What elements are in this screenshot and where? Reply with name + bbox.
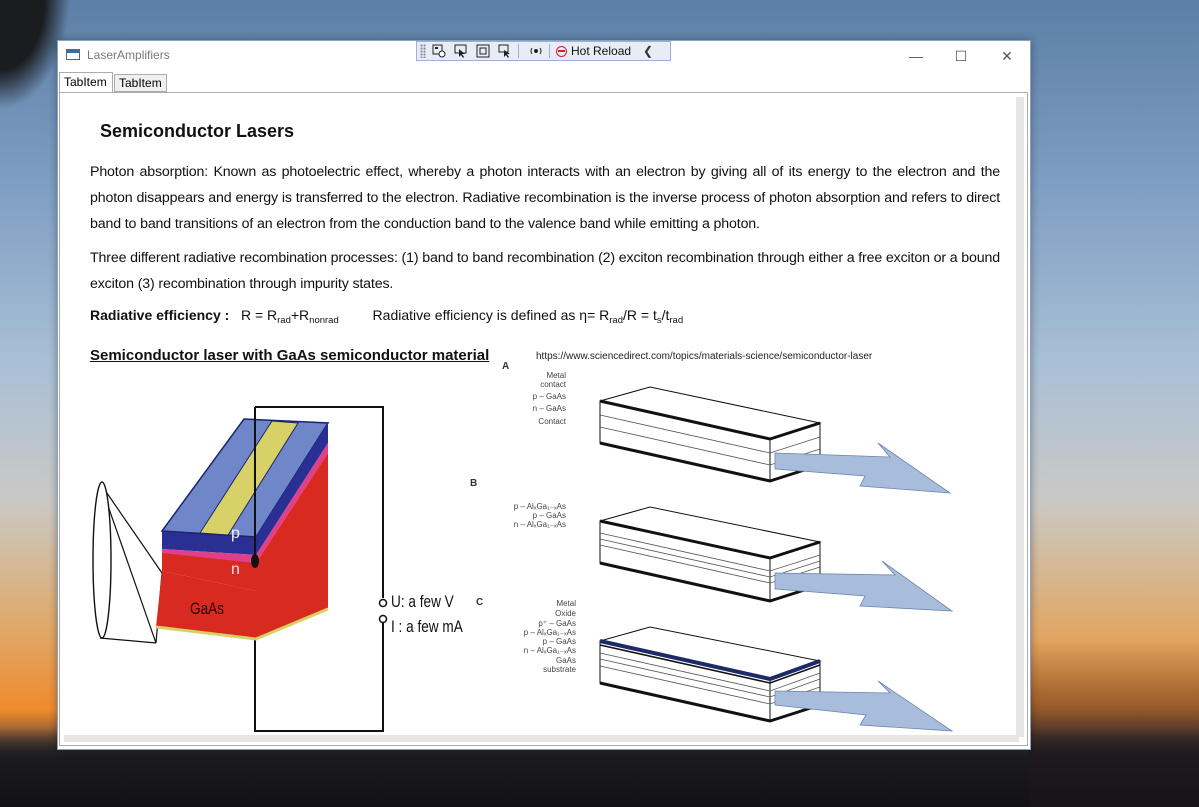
eq1-prefix: R = R — [240, 307, 278, 323]
a-layer-label-contact: contact — [540, 380, 566, 389]
p-layer-front — [162, 531, 256, 555]
circuit-wire — [254, 406, 384, 732]
a-layer-label-pgaas: p – GaAs — [532, 392, 566, 401]
desktop-building — [1029, 640, 1199, 807]
eq1-sub2: nonrad — [309, 315, 339, 326]
tab-item-2[interactable]: TabItem — [114, 74, 167, 92]
figure-b-block — [599, 506, 954, 612]
gaas-label: GaAs — [190, 599, 225, 618]
figure-label-b: B — [470, 478, 478, 489]
eq2-sub3: rad — [669, 315, 684, 326]
junction-front — [162, 549, 256, 563]
c-layer-label-gaas: GaAs — [555, 656, 576, 665]
eq2-mid: /R = t — [623, 307, 657, 323]
voltage-label: U: a few V — [391, 592, 454, 611]
eq1-mid: +R — [290, 307, 310, 323]
figure-a-block — [599, 386, 952, 494]
eq2-sub2: s — [656, 315, 662, 326]
tab-item-1[interactable]: TabItem — [59, 72, 113, 92]
eq2-mid2: /t — [661, 307, 670, 323]
p-layer-label: p — [231, 525, 240, 542]
vertical-scrollbar[interactable] — [1016, 97, 1024, 737]
side-n-layer — [256, 453, 328, 638]
laser-diode-diagram — [92, 406, 388, 732]
c-layer-label-nalgaas: n – AlₓGa₁₋ₓAs — [523, 646, 576, 655]
eq1-sub1: rad — [277, 315, 291, 326]
radiative-efficiency-equation: Radiative efficiency : R = Rrad+Rnonrad … — [90, 307, 683, 326]
toolbar-grip-icon[interactable] — [420, 44, 426, 58]
xaml-debug-toolbar: Hot Reload ❮ — [416, 41, 671, 61]
c-layer-label-palgaas: p – AlₓGa₁₋ₓAs — [523, 628, 576, 637]
c-layer-label-metal: Metal — [556, 599, 576, 608]
collapse-toolbar-icon[interactable]: ❮ — [643, 44, 654, 58]
figure-c-block — [599, 626, 954, 732]
app-window: LaserAmplifiers Hot Reload — [57, 40, 1031, 750]
toolbar-separator — [518, 44, 519, 58]
laser-structures-diagram — [599, 386, 954, 732]
doc-paragraph-absorption: Photon absorption: Known as photoelectri… — [90, 164, 1000, 232]
close-button[interactable]: ✕ — [1001, 47, 1013, 64]
toolbar-separator — [549, 44, 550, 58]
tab-content: Semiconductor Lasers Photon absorption: … — [59, 92, 1028, 746]
doc-paragraph-recombination: Three different radiative recombination … — [90, 250, 1000, 292]
n-layer-front — [162, 551, 256, 591]
figure-label-c: C — [476, 597, 484, 608]
app-icon — [66, 49, 80, 60]
top-contact-stripe — [199, 420, 299, 536]
live-visual-tree-icon[interactable] — [430, 43, 448, 59]
current-label: I : a few mA — [391, 617, 463, 636]
a-layer-label-ngaas: n – GaAs — [532, 404, 566, 413]
document-image: Semiconductor Lasers Photon absorption: … — [60, 93, 1029, 747]
gaas-substrate-front — [156, 571, 256, 638]
maximize-button[interactable]: ☐ — [954, 47, 968, 64]
bottom-edge — [155, 607, 329, 641]
eq-label: Radiative efficiency : — [90, 307, 230, 323]
c-layer-label-pgaas: p – GaAs — [542, 637, 576, 646]
terminal-u — [378, 598, 388, 608]
c-layer-label-substrate: substrate — [543, 665, 576, 674]
doc-subheading: Semiconductor laser with GaAs semiconduc… — [90, 347, 490, 364]
emission-beam-ellipse — [92, 481, 112, 639]
a-layer-label-metal: Metal — [546, 371, 566, 380]
binding-failures-icon[interactable] — [527, 43, 545, 59]
terminal-i — [378, 614, 388, 624]
hot-reload-button[interactable]: Hot Reload — [556, 44, 631, 58]
select-element-icon[interactable] — [452, 43, 470, 59]
b-layer-label-palgaas: p – AlₓGa₁₋ₓAs — [513, 502, 566, 511]
window-title: LaserAmplifiers — [87, 48, 170, 62]
contact-dot — [251, 554, 259, 568]
side-junction — [256, 443, 328, 563]
track-focus-icon[interactable] — [496, 43, 514, 59]
b-layer-label-nalgaas: n – AlₓGa₁₋ₓAs — [513, 520, 566, 529]
minimize-button[interactable]: — — [909, 48, 923, 64]
title-bar[interactable]: LaserAmplifiers Hot Reload — [58, 41, 1030, 71]
figure-label-a: A — [502, 361, 510, 372]
tab-strip: TabItem TabItem — [58, 72, 1030, 92]
side-p-layer — [256, 423, 328, 555]
b-layer-label-pgaas: p – GaAs — [532, 511, 566, 520]
horizontal-scrollbar[interactable] — [64, 735, 1019, 742]
eq2-sub1: rad — [609, 315, 623, 326]
hot-reload-stop-icon — [556, 45, 567, 57]
n-layer-label: n — [231, 561, 240, 578]
source-url: https://www.sciencedirect.com/topics/mat… — [536, 351, 873, 362]
doc-heading: Semiconductor Lasers — [100, 121, 295, 141]
c-layer-label-oxide: Oxide — [555, 609, 576, 618]
hot-reload-label: Hot Reload — [571, 44, 632, 58]
c-layer-label-ppgaas: p⁺ – GaAs — [538, 619, 576, 628]
display-adorners-icon[interactable] — [474, 43, 492, 59]
a-layer-label-bottom-contact: Contact — [538, 417, 566, 426]
eq2-prefix: Radiative efficiency is defined as η= R — [372, 307, 610, 323]
